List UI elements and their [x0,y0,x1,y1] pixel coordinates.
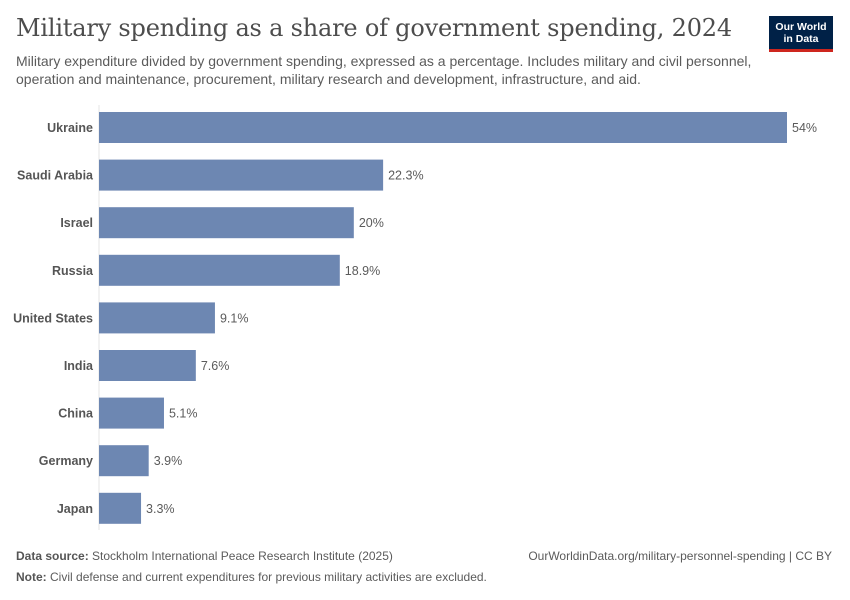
bar[interactable] [99,159,384,191]
value-label: 9.1% [220,311,249,325]
category-label: Ukraine [47,121,93,135]
category-label: India [64,359,94,373]
chart-note: Note: Civil defense and current expendit… [16,570,487,584]
category-label: Saudi Arabia [17,169,94,183]
chart-subtitle: Military expenditure divided by governme… [16,53,752,87]
value-label: 3.3% [146,502,175,516]
bar[interactable] [99,397,164,429]
chart-title: Military spending as a share of governme… [16,14,732,42]
category-label: Japan [57,502,93,516]
source-url[interactable]: OurWorldinData.org/military-personnel-sp… [528,549,832,563]
bar[interactable] [99,302,215,334]
bar[interactable] [99,207,354,239]
category-label: United States [13,311,93,325]
bar[interactable] [99,254,340,286]
value-label: 3.9% [154,454,183,468]
data-source-text[interactable]: Stockholm International Peace Research I… [92,549,393,563]
data-source: Data source: Stockholm International Pea… [16,549,393,563]
category-label: Israel [60,216,93,230]
value-label: 22.3% [388,169,423,183]
note-label: Note: [16,570,47,584]
bar[interactable] [99,445,149,477]
value-label: 18.9% [345,264,380,278]
value-label: 5.1% [169,407,198,421]
category-label: China [58,407,94,421]
bar[interactable] [99,112,787,143]
logo-line-2: in Data [783,33,819,45]
value-label: 54% [792,121,817,135]
category-label: Germany [39,454,93,468]
note-text: Civil defense and current expenditures f… [50,570,487,584]
bar[interactable] [99,350,196,381]
category-label: Russia [52,264,94,278]
bar[interactable] [99,492,142,524]
owid-logo[interactable]: Our World in Data [769,16,833,52]
logo-line-1: Our World [775,21,827,33]
value-label: 7.6% [201,359,230,373]
value-label: 20% [359,216,384,230]
data-source-label: Data source: [16,549,89,563]
bar-chart: Ukraine 54% Saudi Arabia 22.3% Israel 20% Russ… [13,105,817,530]
